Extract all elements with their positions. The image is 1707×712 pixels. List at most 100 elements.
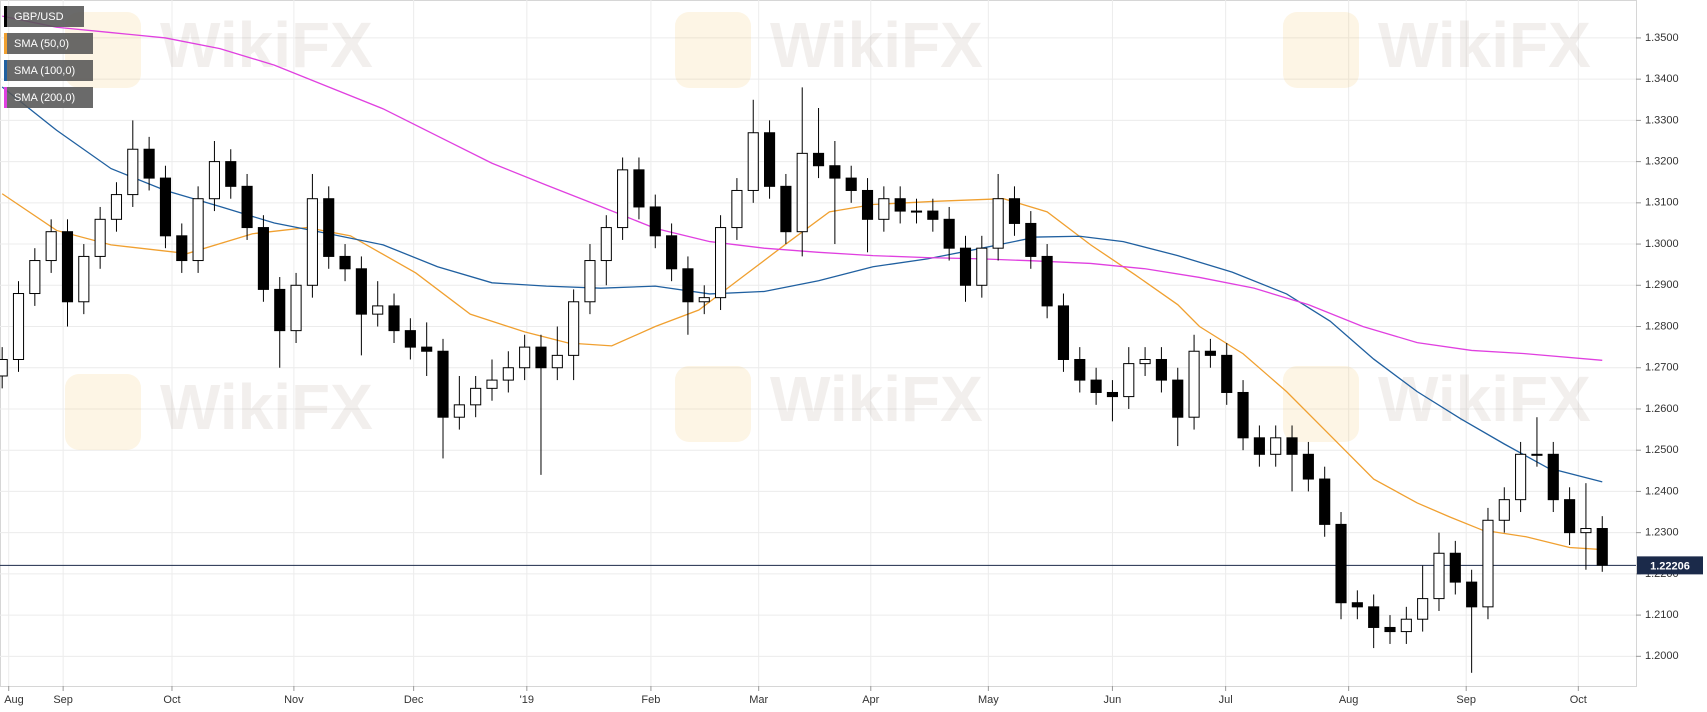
- legend-label: SMA (200,0): [14, 92, 75, 104]
- y-tick-label: 1.3300: [1645, 114, 1679, 126]
- candle-body: [1139, 358, 1151, 365]
- y-tick-label: 1.2700: [1645, 362, 1679, 374]
- candle-body: [225, 161, 237, 187]
- watermark-text: WikiFX: [770, 9, 983, 81]
- candle-body: [502, 367, 514, 381]
- candle-body: [1155, 358, 1167, 381]
- y-tick-label: 1.2400: [1645, 485, 1679, 497]
- candle-body: [159, 177, 172, 237]
- x-tick-label: Aug: [4, 694, 24, 706]
- candle-body: [568, 301, 580, 356]
- y-tick-label: 1.3000: [1645, 238, 1679, 250]
- candle-body: [1564, 499, 1576, 534]
- watermark-logo: [1283, 366, 1359, 442]
- y-tick-label: 1.2000: [1645, 650, 1679, 662]
- candle-body: [486, 379, 498, 389]
- candle-body: [143, 148, 155, 179]
- candle-body: [584, 260, 596, 303]
- candle-body: [274, 288, 286, 332]
- candle-body: [437, 350, 449, 418]
- candle-body: [1253, 437, 1265, 455]
- candle-body: [1417, 598, 1429, 620]
- candle-body: [404, 330, 416, 348]
- candle-body: [861, 189, 874, 220]
- candle-body: [633, 169, 645, 208]
- candle-body: [29, 260, 41, 295]
- x-tick-label: Jul: [1219, 694, 1233, 706]
- candle-body: [257, 227, 269, 290]
- candle-body: [355, 268, 367, 315]
- candle-body: [1482, 519, 1494, 608]
- candle-body: [617, 169, 629, 229]
- candle-body: [453, 404, 465, 418]
- legend-box: [4, 33, 93, 54]
- y-tick-label: 1.2300: [1645, 527, 1679, 539]
- x-tick-label: Dec: [404, 694, 424, 706]
- sma-line: [2, 15, 1603, 361]
- legend-label: GBP/USD: [14, 11, 64, 23]
- x-tick-label: Jun: [1104, 694, 1122, 706]
- y-tick-label: 1.2900: [1645, 279, 1679, 291]
- candle-body: [1204, 350, 1216, 356]
- candle-body: [12, 293, 25, 360]
- candle-body: [1368, 606, 1380, 628]
- x-tick-label: '19: [520, 694, 534, 706]
- candle-body: [1237, 391, 1249, 439]
- candle-body: [1123, 363, 1135, 398]
- candle-body: [78, 255, 90, 303]
- candle-body: [992, 198, 1004, 249]
- candle-body: [747, 132, 759, 191]
- candle-body: [535, 346, 547, 369]
- candle-body: [1466, 581, 1478, 608]
- candle-body: [796, 152, 808, 233]
- plot: [0, 15, 1636, 673]
- candle-body: [1498, 499, 1510, 521]
- candle-body: [649, 206, 661, 237]
- candle-body: [1596, 528, 1608, 566]
- watermark-logo: [65, 374, 141, 450]
- legend-swatch: [4, 33, 7, 54]
- candle-body: [927, 210, 939, 220]
- candle-body: [1515, 453, 1527, 501]
- x-tick-label: Apr: [862, 694, 879, 706]
- candle-body: [910, 210, 923, 213]
- candle-body: [682, 268, 694, 303]
- candle-body: [845, 177, 857, 191]
- candle-body: [878, 198, 890, 220]
- grid: [0, 0, 1636, 686]
- y-tick-label: 1.2100: [1645, 609, 1679, 621]
- candle-body: [1008, 198, 1021, 224]
- candle-body: [1172, 379, 1184, 418]
- candle-body: [829, 165, 841, 179]
- candle-body: [959, 247, 972, 286]
- candle-body: [388, 305, 400, 332]
- watermark-text: WikiFX: [160, 371, 373, 443]
- candle-body: [1057, 305, 1070, 360]
- legend-box: [4, 60, 93, 81]
- candle-body: [1270, 437, 1282, 455]
- candle-body: [45, 231, 57, 262]
- candle-body: [764, 132, 776, 187]
- watermark-logo: [675, 12, 751, 88]
- last-price-label: 1.22206: [1650, 560, 1690, 572]
- candle-body: [698, 297, 710, 303]
- candle-body: [976, 247, 988, 286]
- legend: GBP/USD SMA (50,0) SMA (100,0) SMA (200,0): [4, 6, 93, 108]
- legend-box: [4, 87, 93, 108]
- candle-body: [1580, 528, 1592, 534]
- candle-body: [372, 305, 384, 315]
- legend-label: SMA (100,0): [14, 65, 75, 77]
- x-tick-label: Oct: [1570, 694, 1587, 706]
- candle-body: [1351, 602, 1363, 608]
- candle-body: [61, 231, 74, 303]
- candle-body: [1531, 453, 1543, 456]
- axes: 1.20001.21001.22001.23001.24001.25001.26…: [4, 32, 1703, 706]
- x-tick-label: May: [978, 694, 999, 706]
- candle-body: [519, 346, 531, 369]
- legend-label: SMA (50,0): [14, 38, 69, 50]
- candle-body: [1433, 552, 1445, 600]
- candle-body: [1221, 354, 1233, 393]
- y-tick-label: 1.3100: [1645, 197, 1679, 209]
- candle-body: [1384, 626, 1396, 633]
